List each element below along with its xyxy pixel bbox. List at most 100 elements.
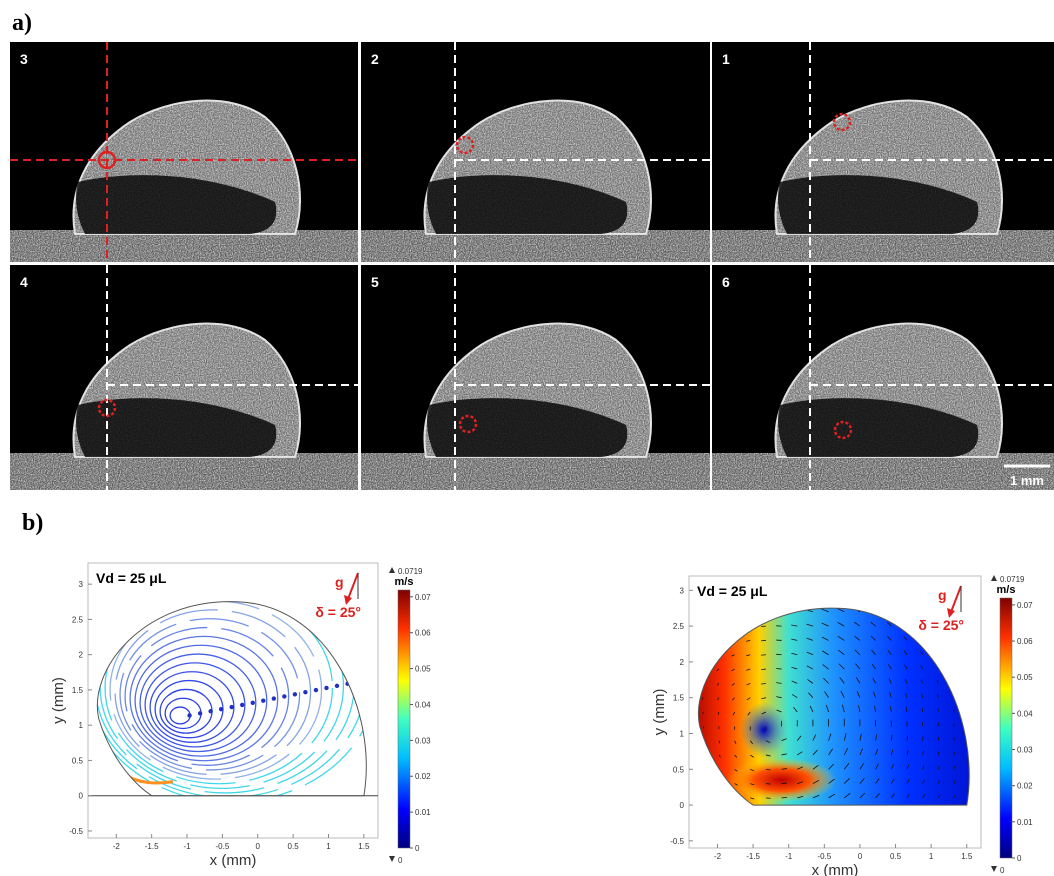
substrate-noise [10, 230, 358, 262]
seed-point [313, 687, 319, 693]
field-arrow [922, 750, 924, 756]
field-arrow [765, 783, 771, 785]
field-arrow [875, 778, 880, 784]
field-arrow [761, 682, 766, 685]
seed-point [282, 694, 287, 699]
min-marker [991, 866, 997, 872]
field-arrow [797, 781, 804, 784]
field-arrow [921, 707, 923, 713]
y-tick-label: 0.5 [72, 756, 84, 765]
field-arrow [856, 691, 861, 698]
field-arrow [953, 795, 956, 799]
field-arrow [765, 768, 771, 771]
field-arrow [797, 766, 803, 770]
colorbar-unit: m/s [997, 584, 1016, 596]
colorbar-tick-label: 0.05 [1017, 673, 1033, 682]
colorbar-tick-label: 0 [415, 844, 420, 853]
field-arrow [837, 608, 845, 613]
x-tick-label: 1.5 [358, 842, 370, 851]
field-arrow [717, 697, 720, 701]
field-arrow [746, 668, 751, 671]
seed-point [261, 698, 266, 703]
y-tick-label: 0.5 [673, 765, 685, 774]
seed-point [334, 683, 340, 689]
field-arrow [807, 679, 814, 684]
field-arrow [859, 763, 864, 770]
field-arrow [750, 754, 754, 758]
x-axis-label: x (mm) [210, 852, 257, 869]
field-arrow [821, 608, 829, 613]
field-arrow [889, 692, 892, 698]
gravity-arrow [950, 585, 962, 613]
field-arrow [806, 665, 814, 670]
colorbar-tick-label: 0.04 [1017, 709, 1033, 718]
max-marker [389, 567, 395, 573]
field-arrow [875, 792, 881, 799]
field-arrow [888, 678, 892, 684]
y-tick-label: 1.5 [72, 686, 84, 695]
field-arrow [875, 763, 879, 770]
seed-point [218, 706, 224, 712]
field-arrow [855, 677, 861, 684]
x-tick-label: 0 [256, 842, 261, 851]
field-arrow [837, 622, 845, 627]
field-arrow [937, 694, 939, 698]
field-arrow [906, 735, 908, 741]
field-arrow [717, 711, 720, 715]
field-arrow [791, 666, 798, 670]
frame-number: 4 [20, 274, 28, 290]
seed-point [303, 690, 308, 695]
field-arrow [906, 750, 909, 756]
colorbar-tick-label: 0.07 [415, 593, 431, 602]
field-arrow [854, 649, 861, 656]
panel-label: b) [22, 510, 43, 536]
frame-number: 5 [371, 274, 379, 290]
seed-point [229, 704, 234, 710]
cavity [76, 175, 277, 234]
field-arrow [903, 636, 908, 641]
hot-zone [726, 758, 837, 802]
oct-frame: 5 [361, 265, 710, 490]
x-tick-label: 1 [929, 852, 934, 861]
colorbar-max: 0.0719 [1000, 575, 1025, 584]
field-arrow [732, 711, 735, 716]
field-arrow [828, 763, 835, 770]
oct-frame: 2 [361, 42, 710, 262]
seed-point [271, 696, 277, 701]
y-tick-label: -0.5 [670, 837, 684, 846]
field-arrow [734, 783, 738, 786]
field-arrow [812, 765, 819, 770]
field-arrow [906, 779, 910, 784]
volume-label: Vd = 25 μL [697, 583, 768, 599]
field-arrow [875, 748, 879, 756]
colorbar-max: 0.0719 [398, 567, 423, 576]
field-arrow [874, 705, 876, 713]
seed-point [187, 713, 192, 718]
field-arrow [808, 692, 814, 698]
field-arrow [746, 697, 751, 701]
oct-frame: 1 [712, 42, 1054, 262]
field-arrow [750, 783, 755, 786]
field-arrow [937, 780, 941, 784]
field-arrow [890, 735, 893, 741]
field-arrow [702, 711, 704, 715]
field-arrow [761, 697, 767, 700]
field-arrow [887, 636, 892, 641]
x-tick-label: 0.5 [890, 852, 902, 861]
field-arrow [953, 780, 956, 784]
field-arrow [761, 668, 766, 671]
field-arrow [854, 635, 861, 641]
y-axis-label: y (mm) [651, 689, 668, 736]
field-arrow [906, 764, 910, 770]
field-arrow [936, 679, 939, 684]
colorbar-unit: m/s [395, 576, 414, 588]
min-marker [389, 856, 395, 862]
field-arrow [718, 740, 721, 744]
x-tick-label: 1.5 [961, 852, 973, 861]
droplet-outline [96, 601, 367, 797]
colorbar-tick-label: 0.03 [415, 736, 431, 745]
field-arrow [781, 738, 787, 742]
field-arrow [920, 679, 923, 684]
field-arrow [870, 621, 876, 627]
colorbar-tick-label: 0.02 [415, 772, 431, 781]
